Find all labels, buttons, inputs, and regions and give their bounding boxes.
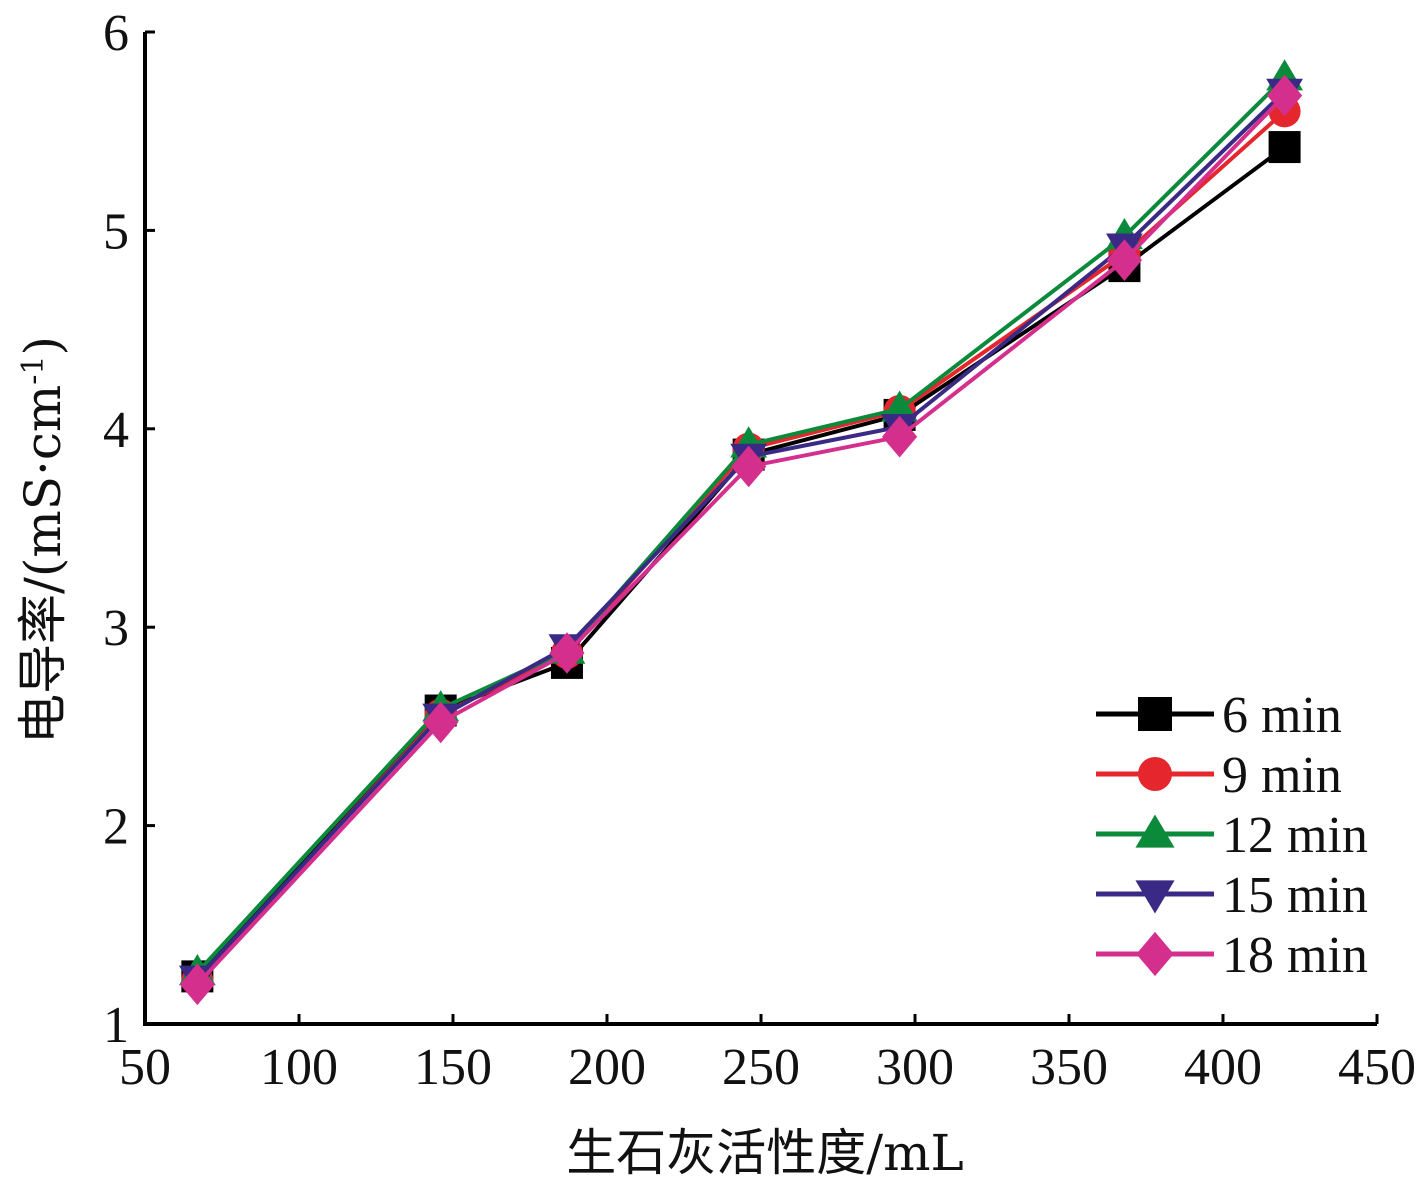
y-tick-label: 2 bbox=[103, 799, 129, 856]
x-tick-label: 50 bbox=[119, 1039, 171, 1096]
data-point bbox=[549, 632, 585, 674]
legend-label: 12 min bbox=[1222, 807, 1368, 864]
series-layer bbox=[178, 59, 1303, 1006]
legend-label: 6 min bbox=[1222, 687, 1342, 744]
x-axis-title: 生石灰活性度/mL bbox=[566, 1124, 963, 1181]
y-tick-label: 3 bbox=[103, 600, 129, 657]
data-point bbox=[882, 415, 918, 458]
legend-label: 18 min bbox=[1222, 927, 1368, 984]
y-axis-title-main: 电导率/(mS·cm bbox=[14, 385, 72, 744]
series-line bbox=[195, 76, 1287, 974]
legend-marker bbox=[1135, 814, 1175, 848]
x-tick-label: 450 bbox=[1338, 1039, 1416, 1096]
y-tick-label: 1 bbox=[103, 997, 129, 1054]
axes: 50 100 150 200 250 300 350 400 450 1 2 3 4 5 6 bbox=[103, 5, 1416, 1096]
legend-marker bbox=[1138, 697, 1172, 731]
x-tick-label: 350 bbox=[1030, 1039, 1108, 1096]
legend-marker bbox=[1138, 757, 1172, 791]
legend-marker bbox=[1135, 880, 1175, 914]
data-point bbox=[1106, 239, 1143, 281]
y-axis-title: 电导率/(mS·cm-1) bbox=[14, 336, 72, 744]
legend-marker bbox=[1136, 931, 1174, 977]
legend-entry: 18 min bbox=[1096, 927, 1368, 984]
x-tick-label: 300 bbox=[876, 1039, 954, 1096]
series-12-min bbox=[178, 59, 1303, 986]
legend-entry: 15 min bbox=[1096, 867, 1368, 924]
data-point bbox=[1268, 131, 1301, 164]
data-point bbox=[881, 390, 918, 422]
x-tick-label: 200 bbox=[568, 1039, 646, 1096]
x-tick-label: 250 bbox=[722, 1039, 800, 1096]
series-18-min bbox=[179, 74, 1303, 1006]
x-tick-label: 150 bbox=[414, 1039, 492, 1096]
series-15-min bbox=[178, 78, 1303, 997]
y-tick-label: 6 bbox=[103, 5, 129, 62]
legend-entry: 6 min bbox=[1096, 687, 1342, 744]
y-tick-label: 4 bbox=[103, 402, 129, 459]
data-point bbox=[423, 701, 459, 744]
x-tick-label: 400 bbox=[1184, 1039, 1262, 1096]
y-axis-title-sup: -1 bbox=[16, 355, 51, 384]
legend-entry: 12 min bbox=[1096, 807, 1368, 864]
data-point bbox=[1267, 74, 1303, 117]
legend-entry: 9 min bbox=[1096, 747, 1342, 804]
x-tick-label: 100 bbox=[260, 1039, 338, 1096]
legend-label: 9 min bbox=[1222, 747, 1342, 804]
y-axis-title-close: ) bbox=[14, 336, 72, 356]
y-tick-label: 5 bbox=[103, 203, 129, 260]
data-point bbox=[731, 445, 767, 488]
legend-label: 15 min bbox=[1222, 867, 1368, 924]
data-point bbox=[179, 963, 215, 1006]
